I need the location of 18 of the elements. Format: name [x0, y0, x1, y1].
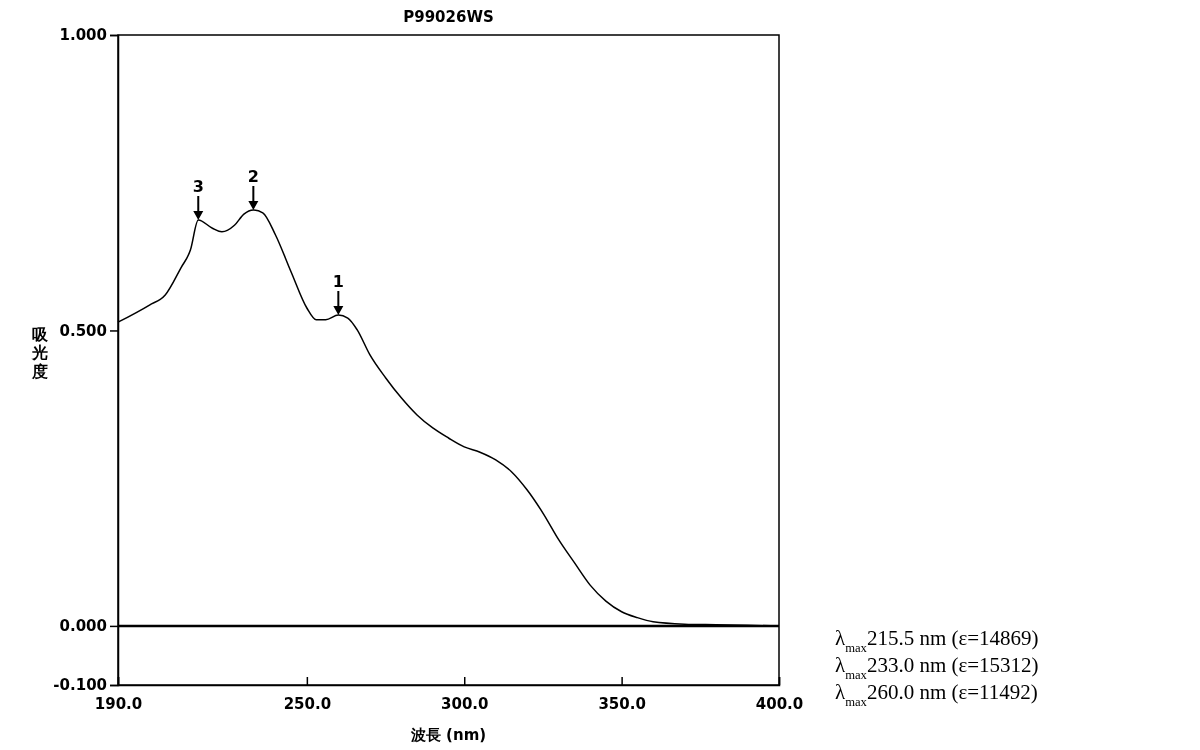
y-tick-label: -0.100 [53, 676, 107, 695]
annotation: 2 [247, 166, 259, 186]
y-tick-label: 0.000 [59, 617, 107, 636]
annotation: 3 [192, 176, 204, 196]
y-tick-label: 1.000 [59, 26, 107, 45]
x-axis-title: 波長 (nm) [409, 726, 487, 744]
annotation: 1 [332, 272, 344, 292]
text: λ$_{max}$215.5 nm (ε=14869) [835, 626, 1039, 655]
y-axis-title: 吸光度 [31, 325, 49, 381]
x-tick-label: 250.0 [283, 695, 332, 713]
text: λ$_{max}$233.0 nm (ε=15312) [835, 653, 1039, 682]
x-tick-label: 400.0 [755, 695, 804, 713]
x-tick-label: 350.0 [598, 695, 646, 713]
chart-title: P99026WS [403, 8, 494, 26]
x-tick-label: 300.0 [441, 695, 489, 713]
y-tick-label: 0.500 [59, 321, 107, 340]
text: λ$_{max}$260.0 nm (ε=11492) [835, 680, 1038, 709]
x-tick-label: 190.0 [94, 695, 143, 713]
